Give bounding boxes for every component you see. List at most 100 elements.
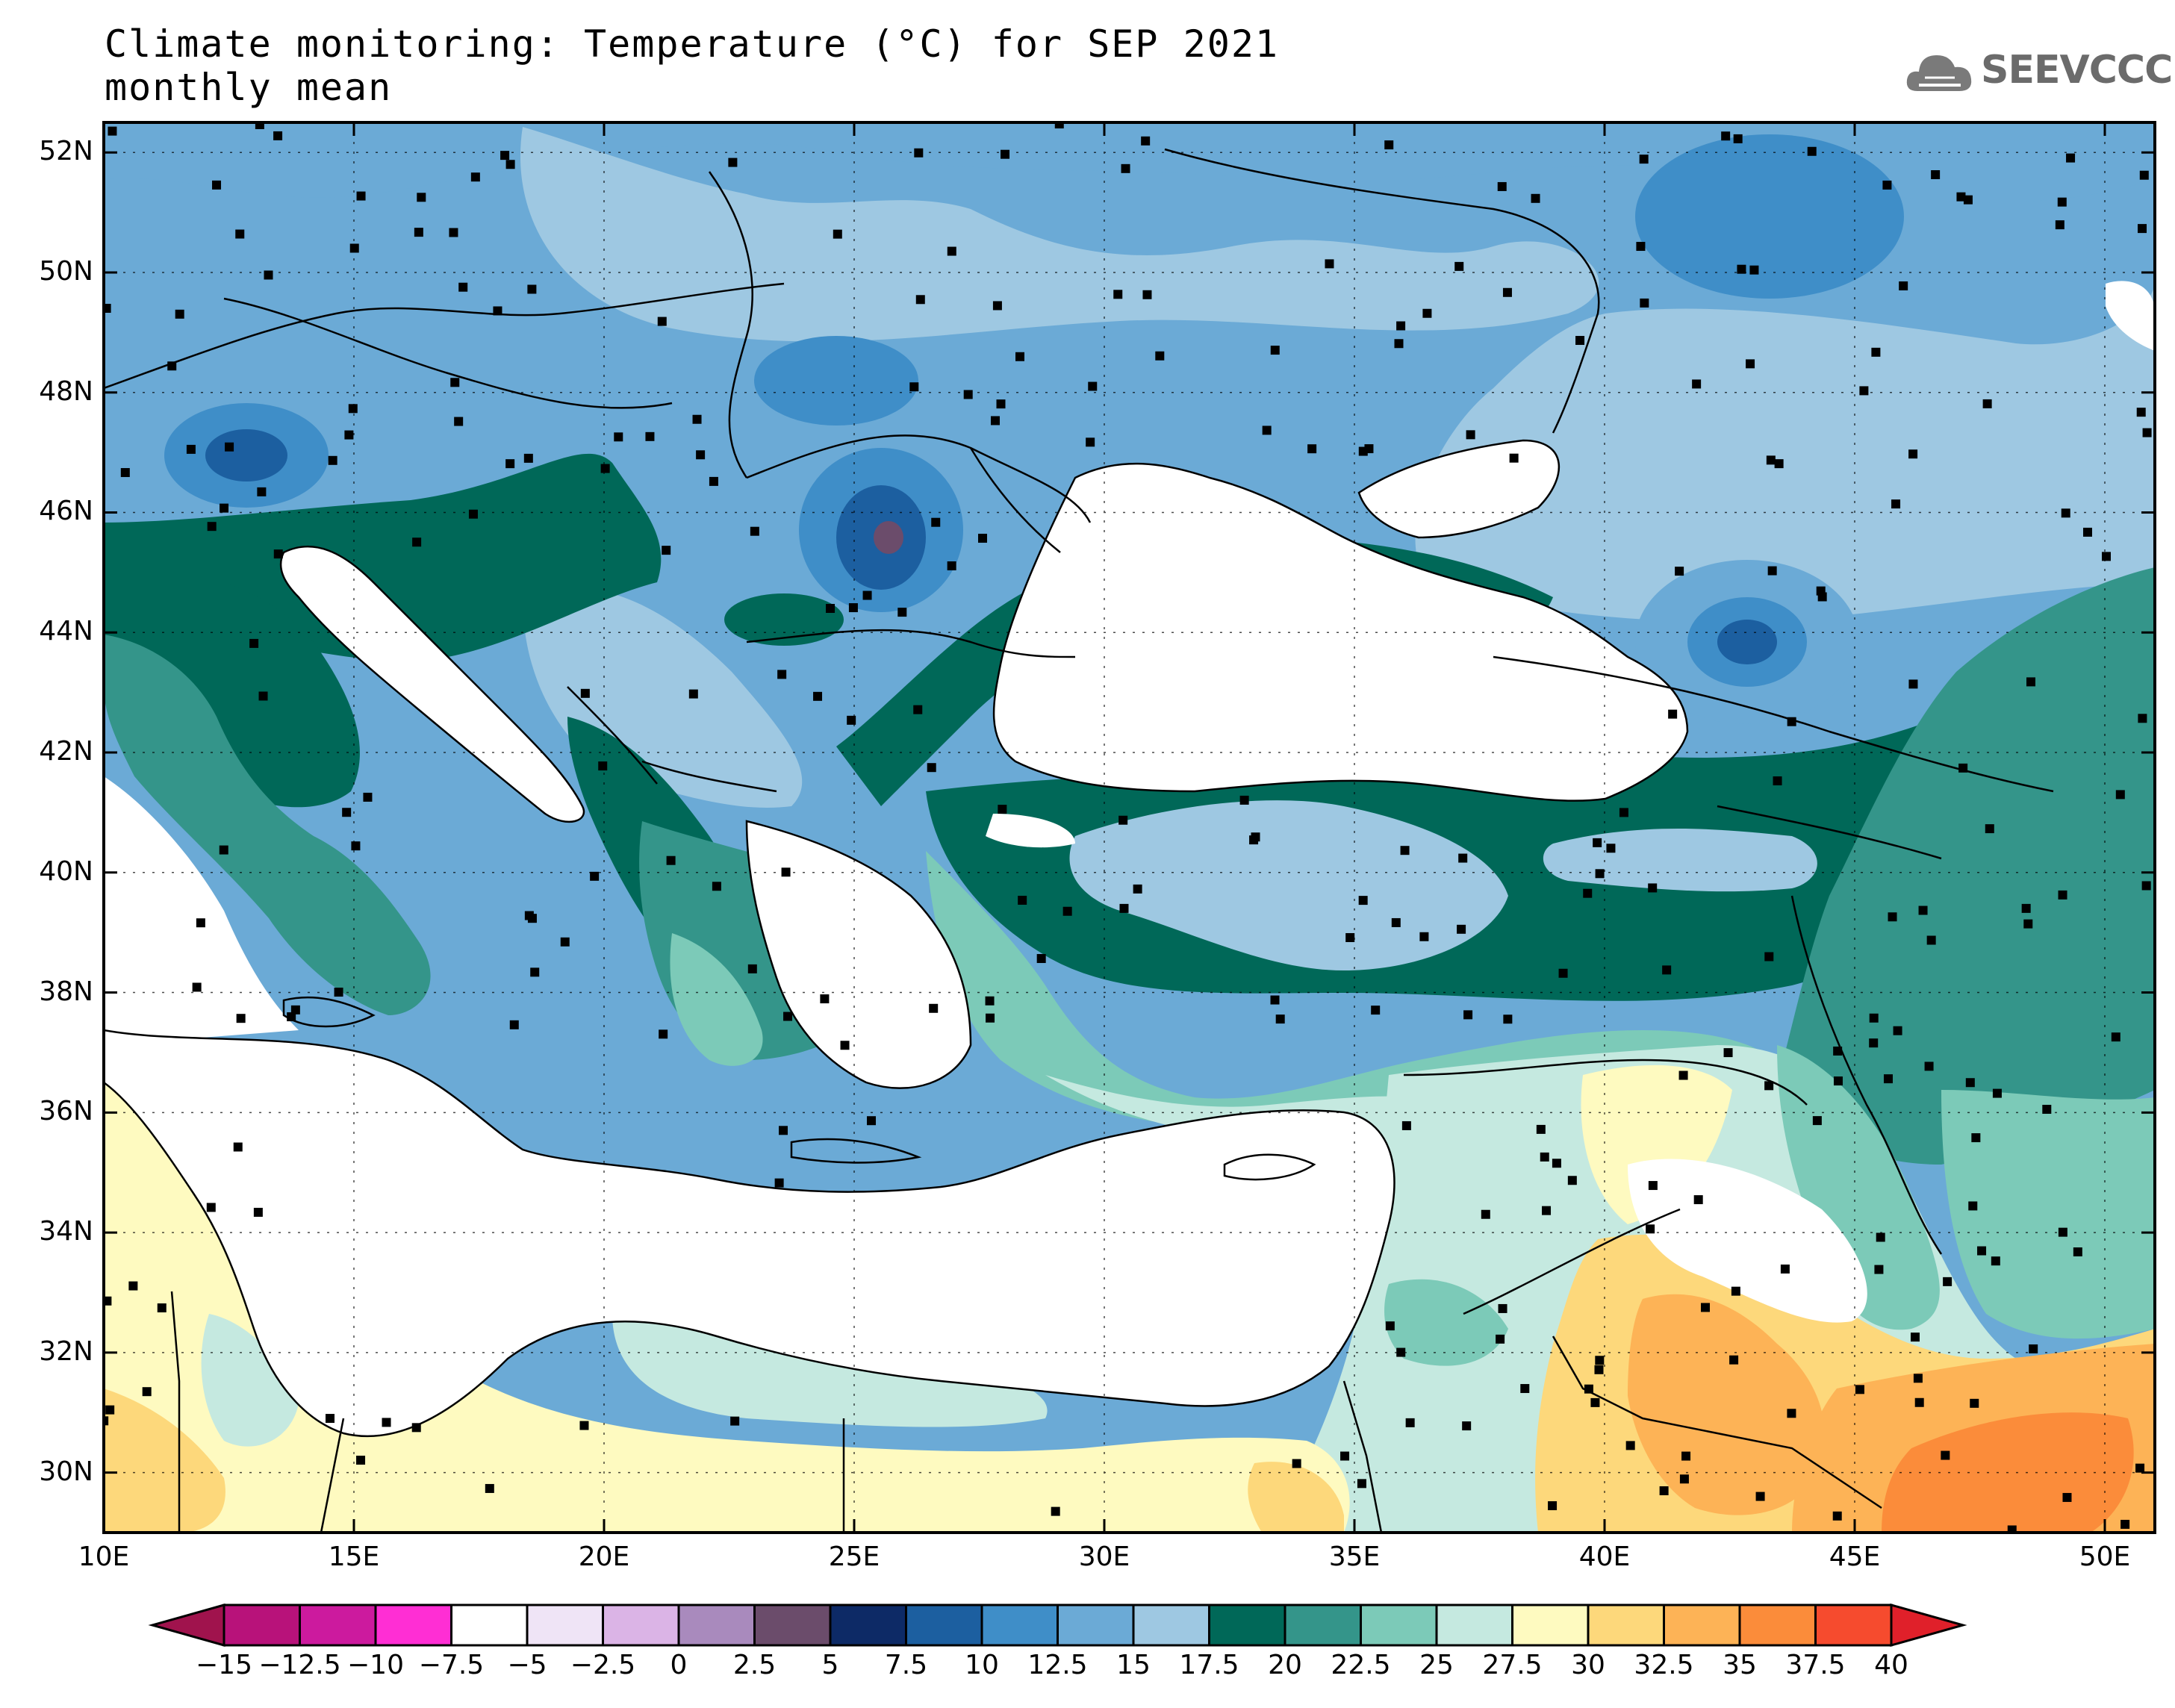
station-marker — [2058, 890, 2067, 900]
station-marker — [1292, 1459, 1301, 1468]
station-marker — [1943, 1277, 1952, 1286]
station-marker — [1531, 193, 1540, 203]
station-marker — [1542, 1206, 1552, 1215]
station-marker — [600, 464, 610, 473]
station-marker — [1648, 1181, 1658, 1191]
station-marker — [2026, 677, 2036, 687]
y-tick-label: 32N — [39, 1335, 93, 1367]
station-marker — [2142, 428, 2152, 437]
station-marker — [1606, 844, 1616, 853]
colorbar-box — [1283, 1603, 1362, 1647]
station-marker — [1590, 1397, 1600, 1407]
station-marker — [712, 882, 721, 891]
station-marker — [833, 229, 842, 239]
station-marker — [1888, 912, 1897, 922]
station-marker — [500, 151, 510, 160]
station-marker — [750, 526, 759, 536]
field-sinai-warm — [1248, 1462, 1344, 1533]
station-marker — [781, 867, 791, 877]
colorbar-label: 27.5 — [1482, 1650, 1543, 1680]
station-marker — [1918, 906, 1928, 915]
station-marker — [206, 1203, 216, 1212]
station-marker — [175, 309, 184, 319]
field-arabia-hot — [1628, 1294, 1825, 1515]
station-marker — [1119, 903, 1129, 913]
y-tick-label: 44N — [39, 616, 93, 647]
station-marker — [1982, 399, 1992, 408]
station-marker — [273, 549, 283, 559]
station-marker — [867, 1116, 877, 1126]
x-tick-label: 40E — [1578, 1542, 1631, 1572]
colorbar-label: −7.5 — [418, 1650, 485, 1680]
station-marker — [1913, 1374, 1923, 1383]
station-marker — [848, 603, 858, 613]
station-marker — [1908, 679, 1918, 689]
station-marker — [2007, 1525, 2017, 1533]
station-marker — [1746, 359, 1755, 369]
station-marker — [590, 871, 600, 881]
station-marker — [560, 937, 570, 947]
aegean-sea — [747, 821, 971, 1088]
station-marker — [1595, 869, 1605, 879]
azov-coast — [1357, 439, 1561, 539]
colorbar-box — [1738, 1603, 1817, 1647]
station-marker — [2021, 903, 2031, 913]
station-marker — [1958, 763, 1968, 773]
y-tick-label: 48N — [39, 375, 93, 407]
y-tick-label: 46N — [39, 496, 93, 527]
station-marker — [1833, 1046, 1843, 1056]
station-marker — [978, 534, 988, 543]
colorbar-box — [1132, 1603, 1210, 1647]
station-marker — [1118, 815, 1128, 825]
field-algeria-warm — [104, 1388, 225, 1533]
station-marker — [1874, 1265, 1884, 1274]
mediterranean-coast — [104, 1029, 1395, 1438]
station-marker — [1036, 954, 1046, 964]
station-marker — [909, 382, 919, 392]
station-marker — [1701, 1303, 1711, 1312]
station-marker — [779, 1126, 788, 1135]
colorbar-label: 37.5 — [1785, 1650, 1846, 1680]
station-marker — [120, 468, 130, 478]
station-marker — [328, 455, 337, 465]
station-marker — [2082, 527, 2092, 537]
y-tick-label: 50N — [39, 255, 93, 287]
station-marker — [1270, 346, 1280, 355]
station-marker — [1419, 932, 1429, 941]
colorbar-label: 10 — [965, 1650, 999, 1680]
colorbar-box — [526, 1603, 604, 1647]
black-sea-coast — [992, 462, 1689, 802]
field-jordan-teal — [1384, 1279, 1508, 1366]
station-marker — [947, 561, 956, 571]
field-russia-light — [1415, 284, 2155, 622]
station-marker — [348, 404, 358, 414]
station-marker — [1636, 242, 1646, 252]
station-marker — [1931, 170, 1941, 180]
station-marker — [1625, 1441, 1635, 1450]
station-marker — [1681, 1451, 1691, 1461]
station-marker — [142, 1387, 152, 1397]
station-marker — [1401, 1121, 1411, 1130]
station-marker — [1466, 430, 1475, 440]
station-marker — [1619, 808, 1628, 817]
station-marker — [1640, 298, 1649, 308]
border-balkans — [567, 686, 658, 785]
field-syria-yellow — [1581, 1065, 1732, 1224]
station-marker — [2135, 1463, 2145, 1473]
colorbar-box — [905, 1603, 983, 1647]
station-marker — [2115, 790, 2125, 800]
station-marker — [1773, 776, 1782, 786]
field-caucasus-inner — [1717, 620, 1777, 664]
map-subtitle: monthly mean — [105, 66, 393, 109]
field-italy-north-green — [104, 567, 360, 808]
map-field — [104, 122, 2155, 1533]
station-marker — [1721, 131, 1731, 141]
station-marker — [1015, 352, 1024, 361]
station-marker — [1910, 1333, 1920, 1342]
border-russia-georgia — [1493, 655, 2054, 793]
station-marker — [986, 1013, 995, 1023]
station-marker — [1548, 1501, 1558, 1511]
station-marker — [1463, 1010, 1473, 1020]
station-marker — [207, 522, 217, 532]
station-marker — [2062, 1492, 2072, 1502]
